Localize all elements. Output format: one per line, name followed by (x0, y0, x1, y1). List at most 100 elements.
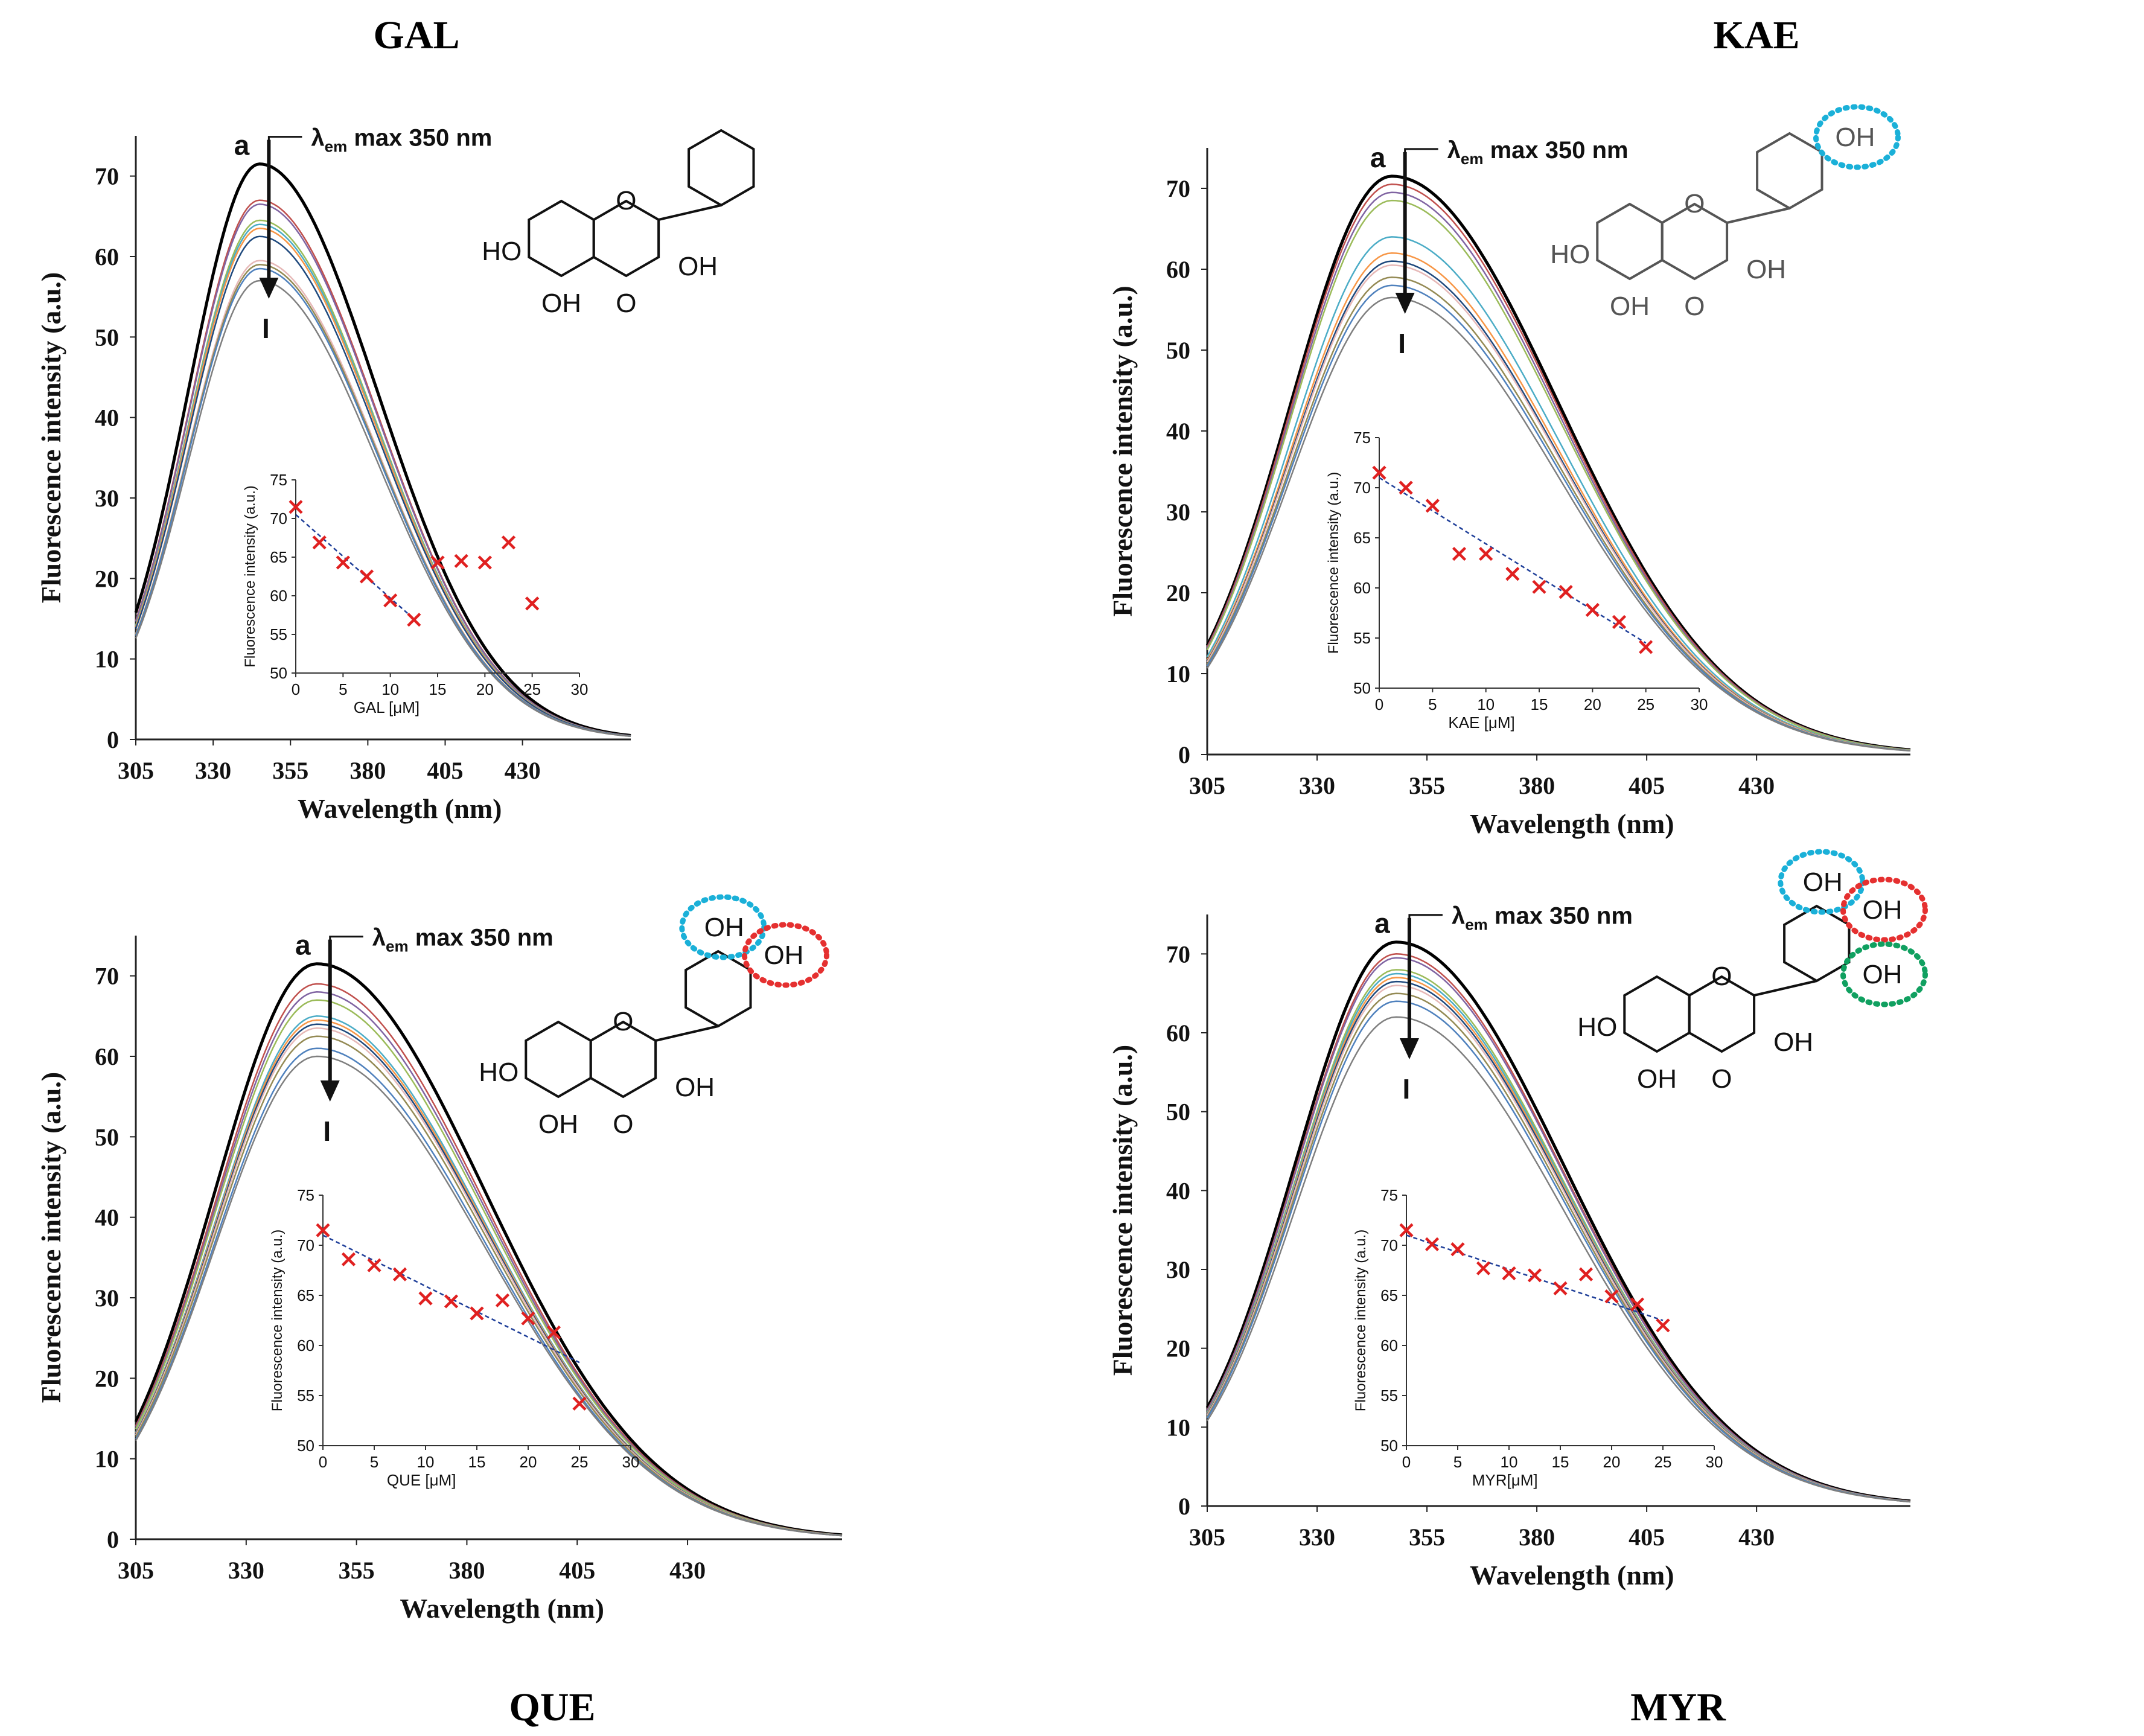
y-tick-label: 30 (1166, 1256, 1190, 1283)
inset-x-tick-label: 15 (1552, 1453, 1569, 1471)
inset-x-tick-label: 5 (1428, 695, 1437, 713)
quench-curve (135, 999, 843, 1536)
marker-stroke (525, 596, 540, 611)
inset-data-marker (1559, 585, 1573, 599)
y-tick-label: 20 (95, 565, 119, 592)
inset-y-tick-label: 70 (270, 509, 287, 528)
inset-data-marker (1527, 1268, 1542, 1283)
x-tick-label: 380 (1519, 1524, 1555, 1551)
inset-x-tick-label: 25 (523, 680, 541, 698)
atom-label: O (1711, 1064, 1732, 1094)
inset-x-tick-label: 25 (1654, 1453, 1672, 1471)
marker-stroke (1372, 465, 1386, 480)
marker-stroke (1450, 1242, 1465, 1257)
inset-y-tick-label: 55 (1353, 629, 1371, 647)
inset-data-marker (495, 1293, 510, 1307)
x-tick-label: 380 (349, 757, 386, 784)
marker-stroke (1425, 499, 1440, 513)
y-tick-label: 40 (95, 1204, 119, 1231)
atom-label: OH (1862, 895, 1902, 925)
quench-curve (1206, 992, 1911, 1502)
x-tick-label: 305 (1189, 1524, 1225, 1551)
arrow-head (1395, 293, 1415, 314)
ring-bond (1596, 202, 1664, 281)
panel-title-myr: MYR (1630, 1685, 1726, 1729)
inset-y-tick-label: 60 (1353, 579, 1371, 597)
inset-x-axis-title: KAE [μM] (1448, 713, 1514, 732)
inset-y-tick-label: 60 (270, 587, 287, 605)
y-tick-label: 0 (107, 726, 119, 753)
y-tick-label: 10 (95, 1446, 119, 1473)
marker-stroke (430, 555, 445, 570)
quench-curve (1206, 284, 1911, 752)
marker-stroke (1559, 585, 1573, 599)
marker-stroke (1585, 602, 1600, 617)
x-tick-label: 430 (505, 757, 541, 784)
marker-stroke (572, 1396, 587, 1411)
chart-panel-kae: 305 330 355 380 405 430010203040506070Wavelen… (1107, 137, 1911, 839)
inset-x-tick-label: 15 (1531, 695, 1548, 713)
quench-curve (135, 279, 631, 738)
inset-chart: 0 5 10 15 20 25 30 50 55 60 65 70 75 GAL [μM] Fluoresc… (242, 471, 588, 716)
inset-data-marker (1656, 1318, 1670, 1333)
inset-y-tick-label: 50 (297, 1437, 314, 1455)
x-tick-label: 355 (272, 757, 308, 784)
inset-y-tick-label: 70 (297, 1236, 314, 1254)
inset-data-marker (383, 593, 398, 608)
atom-label: HO (479, 1058, 518, 1087)
inset-data-marker (1399, 480, 1413, 495)
highlight-circle (1840, 941, 1928, 1007)
emission-max-annotation: λem max 350 nm (1452, 903, 1633, 934)
atom-label: O (613, 1007, 633, 1036)
panel-title-kae: KAE (1713, 13, 1799, 57)
emission-max-annotation: λem max 350 nm (1447, 137, 1629, 168)
quench-curve (1206, 984, 1911, 1502)
x-tick-label: 330 (228, 1557, 264, 1584)
inset-y-tick-label: 50 (1353, 679, 1371, 697)
inset-trendline (1379, 477, 1647, 644)
peak-label-a: a (1374, 908, 1390, 939)
inset-x-tick-label: 5 (1453, 1453, 1462, 1471)
inset-y-tick-label: 65 (270, 548, 287, 566)
marker-stroke (1399, 480, 1413, 495)
marker-stroke (341, 1252, 356, 1266)
inset-y-tick-label: 75 (297, 1186, 314, 1204)
inset-data-marker (1630, 1297, 1645, 1312)
emission-max-annotation: λem max 350 nm (372, 925, 554, 956)
marker-stroke (1630, 1297, 1645, 1312)
annotation-leader (267, 136, 302, 152)
curve-initial (1205, 940, 1911, 1503)
atom-label: OH (541, 289, 581, 318)
inset-x-tick-label: 0 (292, 680, 300, 698)
inset-data-marker (454, 554, 468, 568)
marker-stroke (1604, 1289, 1619, 1304)
bond (1726, 207, 1790, 224)
x-tick-label: 430 (669, 1557, 706, 1584)
marker-stroke (444, 1294, 459, 1309)
y-tick-label: 10 (1166, 1414, 1190, 1441)
quench-curve (135, 235, 631, 737)
emission-max-annotation: λem max 350 nm (311, 125, 492, 156)
atom-label: O (1711, 962, 1732, 991)
quench-curve (135, 1015, 843, 1536)
inset-data-marker (1425, 499, 1440, 513)
x-tick-label: 430 (1738, 772, 1775, 799)
y-tick-label: 70 (95, 963, 119, 990)
marker-stroke (1476, 1261, 1491, 1275)
inset-trendline (322, 1234, 580, 1364)
quench-curve (1206, 980, 1911, 1502)
atom-label: O (1684, 189, 1705, 219)
atom-label: OH (1773, 1027, 1813, 1057)
inset-x-tick-label: 30 (571, 680, 589, 698)
marker-stroke (383, 593, 398, 608)
inset-x-tick-label: 30 (622, 1453, 640, 1471)
marker-stroke (336, 555, 350, 570)
y-axis-title: Fluorescence intensity (a.u.) (1107, 1045, 1138, 1376)
atom-label: OH (538, 1109, 578, 1139)
inset-data-marker (312, 535, 327, 550)
atom-label: OH (704, 913, 744, 942)
marker-stroke (418, 1291, 433, 1306)
inset-data-marker (525, 596, 540, 611)
panel-title-que: QUE (509, 1685, 595, 1729)
